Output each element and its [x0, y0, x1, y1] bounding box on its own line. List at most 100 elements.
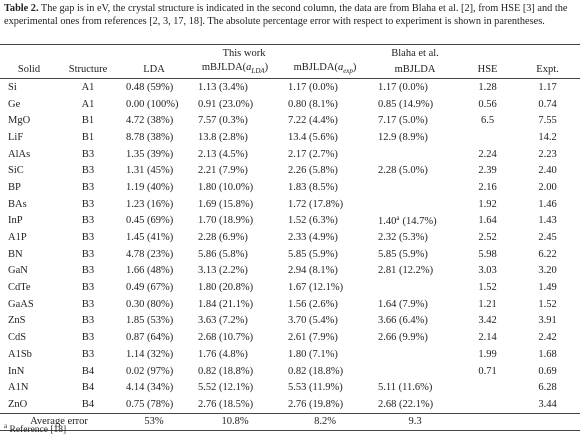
row: AlAs B3 1.35 (39%) 2.13 (4.5%) 2.17 (2.7%) 2.… — [0, 146, 580, 163]
caption-text: The gap is in eV, the crystal structure … — [4, 3, 568, 27]
cell: 1.83 (8.5%) — [288, 181, 338, 193]
row: CdS B3 0.87 (64%) 2.68 (10.7%) 2.61 (7.9%) 2.… — [0, 329, 580, 346]
cell: B3 — [81, 148, 95, 160]
row: GaN B3 1.66 (48%) 3.13 (2.2%) 2.94 (8.1%) 2.8… — [0, 263, 580, 280]
cell — [460, 129, 515, 146]
table-body: Si A1 0.48 (59%) 1.13 (3.4%) 1.17 (0.0%) 1.17… — [0, 79, 580, 431]
cell: 1.46 — [538, 198, 557, 210]
cell — [370, 179, 460, 196]
group-header: This work — [118, 44, 371, 60]
cell: 0.82 (18.8%) — [198, 365, 254, 377]
cell: 2.21 (7.9%) — [198, 165, 248, 177]
cell: B1 — [81, 115, 95, 127]
cell: 2.26 (5.8%) — [288, 165, 338, 177]
cell: 1.23 (16%) — [126, 198, 174, 210]
header-close: ) — [264, 62, 269, 74]
cell: 3.70 (5.4%) — [288, 315, 338, 327]
row: CdTe B3 0.49 (67%) 1.80 (20.8%) 1.67 (12.1%)… — [0, 279, 580, 296]
error: (14.7%) — [402, 216, 437, 228]
row: InP B3 0.45 (69%) 1.70 (18.9%) 1.52 (6.3%) 1.… — [0, 213, 580, 230]
cell: B3 — [81, 332, 95, 344]
cell: 4.78 (23%) — [126, 248, 174, 260]
cell: 1.45 (41%) — [126, 232, 174, 244]
cell: 1.80 (20.8%) — [198, 282, 254, 294]
footnote-text: Reference [18] — [9, 425, 67, 435]
row: A1N B4 4.14 (34%) 5.52 (12.1%) 5.53 (11.9%) 5… — [0, 379, 580, 396]
cell: B4 — [81, 398, 95, 410]
cell: 1.17 — [538, 81, 557, 93]
cell: 1.49 — [538, 282, 557, 294]
cell: GaAS — [8, 298, 34, 310]
average-row: Average error 53% 10.8% 8.2% 9.3 — [0, 412, 580, 431]
cell: 5.85 (5.9%) — [378, 248, 428, 260]
cell: 1.13 (3.4%) — [198, 81, 248, 93]
cell: Si — [8, 81, 17, 93]
cell: 2.76 (19.8%) — [288, 398, 344, 410]
cell: 4.72 (38%) — [126, 115, 174, 127]
cell: 1.28 — [478, 81, 497, 93]
cell: B3 — [81, 315, 95, 327]
cell: 1.85 (53%) — [126, 315, 174, 327]
cell: 6.5 — [480, 115, 495, 127]
cell: 6.22 — [538, 248, 557, 260]
cell: 2.16 — [478, 181, 497, 193]
cell: 3.66 (6.4%) — [378, 315, 428, 327]
cell: 2.13 (4.5%) — [198, 148, 248, 160]
cell: 0.02 (97%) — [126, 365, 174, 377]
cell: 0.87 (64%) — [126, 332, 174, 344]
cell: 1.52 — [538, 298, 557, 310]
cell: 3.63 (7.2%) — [198, 315, 248, 327]
column-header: Expt. — [515, 60, 580, 79]
cell: 0.71 — [478, 365, 497, 377]
cell — [370, 146, 460, 163]
cell: 3.03 — [478, 265, 497, 277]
cell: 9.3 — [370, 412, 461, 431]
cell: B3 — [81, 348, 95, 360]
row: A1Sb B3 1.14 (32%) 1.76 (4.8%) 1.80 (7.1%) 1.… — [0, 346, 580, 363]
cell: 2.76 (18.5%) — [198, 398, 254, 410]
row: BP B3 1.19 (40%) 1.80 (10.0%) 1.83 (8.5%) 2.1… — [0, 179, 580, 196]
cell: 5.85 (5.9%) — [288, 248, 338, 260]
cell: B3 — [81, 181, 95, 193]
row: Ge A1 0.00 (100%) 0.91 (23.0%) 0.80 (8.1%) 0.… — [0, 96, 580, 113]
header-sub: LDA — [251, 67, 265, 76]
cell: 1.66 (48%) — [126, 265, 174, 277]
footnote: a Reference [18] — [4, 422, 66, 435]
header-text: mBJLDA( — [201, 62, 247, 74]
cell: B3 — [81, 165, 95, 177]
cell: 2.23 — [538, 148, 557, 160]
cell — [370, 346, 460, 363]
cell: 2.33 (4.9%) — [288, 232, 338, 244]
group-header-row: This work Blaha et al. — [0, 44, 580, 60]
cell: 1.14 (32%) — [126, 348, 174, 360]
cell: 7.57 (0.3%) — [198, 115, 248, 127]
cell: Ge — [8, 98, 21, 110]
cell: 10.8% — [190, 412, 280, 431]
header-close: ) — [352, 62, 357, 74]
cell: 1.52 — [478, 282, 497, 294]
cell: 2.66 (9.9%) — [378, 332, 428, 344]
cell: AlAs — [8, 148, 31, 160]
cell: 8.78 (38%) — [126, 131, 174, 143]
cell: 2.40 — [538, 165, 557, 177]
cell — [370, 279, 460, 296]
cell: 0.85 (14.9%) — [378, 98, 434, 110]
cell: 2.45 — [538, 232, 557, 244]
cell: 1.64 — [478, 215, 497, 227]
column-header: Structure — [58, 60, 118, 79]
cell: 3.91 — [538, 315, 557, 327]
cell: 4.14 (34%) — [126, 382, 174, 394]
column-header: mBJLDA(aLDA) — [190, 60, 280, 79]
cell: 2.68 (22.1%) — [378, 398, 434, 410]
cell: 1.52 (6.3%) — [288, 215, 338, 227]
cell: B3 — [81, 248, 95, 260]
cell: 1.72 (17.8%) — [288, 198, 344, 210]
row: A1P B3 1.45 (41%) 2.28 (6.9%) 2.33 (4.9%) 2.3… — [0, 229, 580, 246]
cell: B3 — [81, 232, 95, 244]
cell: 1.84 (21.1%) — [198, 298, 254, 310]
cell: 1.80 (7.1%) — [288, 348, 338, 360]
footnote-mark: a — [4, 422, 8, 430]
cell: 1.17 (0.0%) — [288, 81, 338, 93]
column-header: HSE — [460, 60, 516, 79]
cell: 6.28 — [538, 382, 557, 394]
